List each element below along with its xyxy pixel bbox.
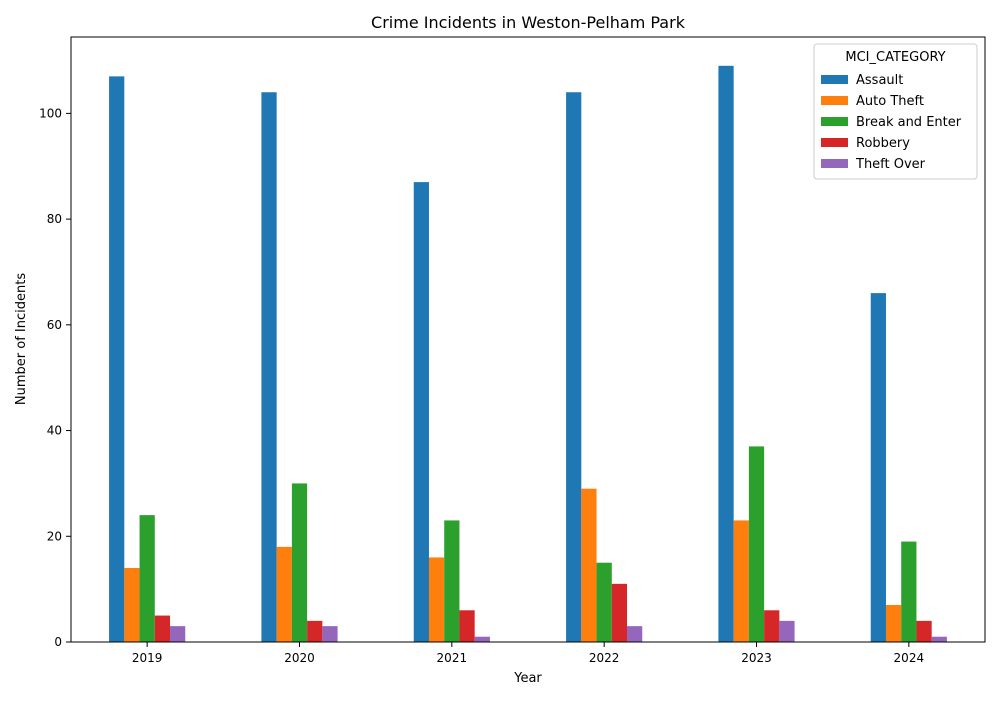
- legend-swatch-auto-theft: [821, 96, 848, 105]
- bar-assault-2021: [413, 182, 429, 642]
- legend-label-assault: Assault: [856, 73, 903, 88]
- bar-robbery-2021: [459, 610, 475, 642]
- bar-assault-2024: [870, 293, 886, 642]
- bar-auto-theft-2024: [885, 604, 902, 642]
- y-tick-label: 100: [39, 106, 62, 120]
- x-tick-label: 2022: [589, 651, 620, 665]
- legend-title: MCI_CATEGORY: [845, 50, 945, 65]
- x-tick-label: 2020: [284, 651, 315, 665]
- legend-label-theft-over: Theft Over: [855, 157, 926, 172]
- legend-items: Assault Auto Theft Break and Enter Robbery T…: [821, 73, 962, 172]
- bar-auto-theft-2023: [733, 520, 749, 642]
- legend: MCI_CATEGORY Assault Auto Theft Break and …: [813, 43, 978, 180]
- bar-auto-theft-2020: [276, 546, 292, 642]
- bar-break-and-enter-2022: [596, 562, 612, 642]
- bar-theft-over-2022: [627, 626, 643, 642]
- x-axis-label: Year: [513, 671, 542, 686]
- bar-auto-theft-2021: [428, 557, 445, 642]
- legend-box: [813, 43, 978, 180]
- legend-swatch-assault: [821, 75, 848, 84]
- bar-assault-2022: [566, 92, 582, 642]
- bar-assault-2020: [261, 92, 277, 642]
- bar-theft-over-2023: [779, 620, 795, 642]
- y-axis: 0 20 40 60 80 100: [39, 106, 71, 649]
- y-axis-label: Number of Incidents: [14, 273, 29, 405]
- bar-robbery-2023: [764, 610, 780, 642]
- legend-label-auto-theft: Auto Theft: [856, 94, 924, 109]
- y-tick-label: 80: [47, 212, 62, 226]
- bar-theft-over-2024: [931, 636, 947, 642]
- legend-swatch-theft-over: [821, 159, 848, 168]
- bar-break-and-enter-2021: [444, 520, 460, 642]
- legend-label-break-and-enter: Break and Enter: [856, 115, 962, 130]
- bar-auto-theft-2022: [581, 488, 597, 642]
- y-tick-label: 20: [47, 529, 62, 543]
- bar-break-and-enter-2020: [291, 483, 308, 642]
- bar-assault-2019: [109, 76, 125, 642]
- y-tick-label: 40: [47, 424, 62, 438]
- plot-frame: [70, 36, 986, 643]
- bar-break-and-enter-2024: [901, 541, 917, 642]
- bar-theft-over-2019: [170, 626, 186, 642]
- bar-robbery-2019: [154, 615, 171, 642]
- bar-theft-over-2020: [322, 626, 338, 642]
- chart-title: Crime Incidents in Weston-Pelham Park: [371, 13, 686, 32]
- bar-robbery-2020: [307, 620, 323, 642]
- bar-assault-2023: [718, 65, 734, 643]
- x-axis: 2019 2020 2021 2022 2023 2024: [132, 642, 924, 665]
- x-tick-label: 2021: [437, 651, 468, 665]
- x-tick-label: 2024: [894, 651, 925, 665]
- legend-swatch-break-and-enter: [821, 117, 848, 126]
- legend-label-robbery: Robbery: [856, 136, 910, 151]
- bar-break-and-enter-2019: [139, 515, 155, 642]
- y-tick-label: 0: [54, 635, 62, 649]
- bar-theft-over-2021: [474, 636, 490, 642]
- x-tick-label: 2023: [741, 651, 772, 665]
- bar-robbery-2022: [611, 583, 628, 642]
- legend-swatch-robbery: [821, 138, 848, 147]
- bar-robbery-2024: [916, 620, 932, 642]
- x-tick-label: 2019: [132, 651, 163, 665]
- y-tick-label: 60: [47, 318, 62, 332]
- bar-break-and-enter-2023: [748, 446, 765, 642]
- bar-auto-theft-2019: [124, 567, 140, 642]
- bars-group: [109, 65, 947, 643]
